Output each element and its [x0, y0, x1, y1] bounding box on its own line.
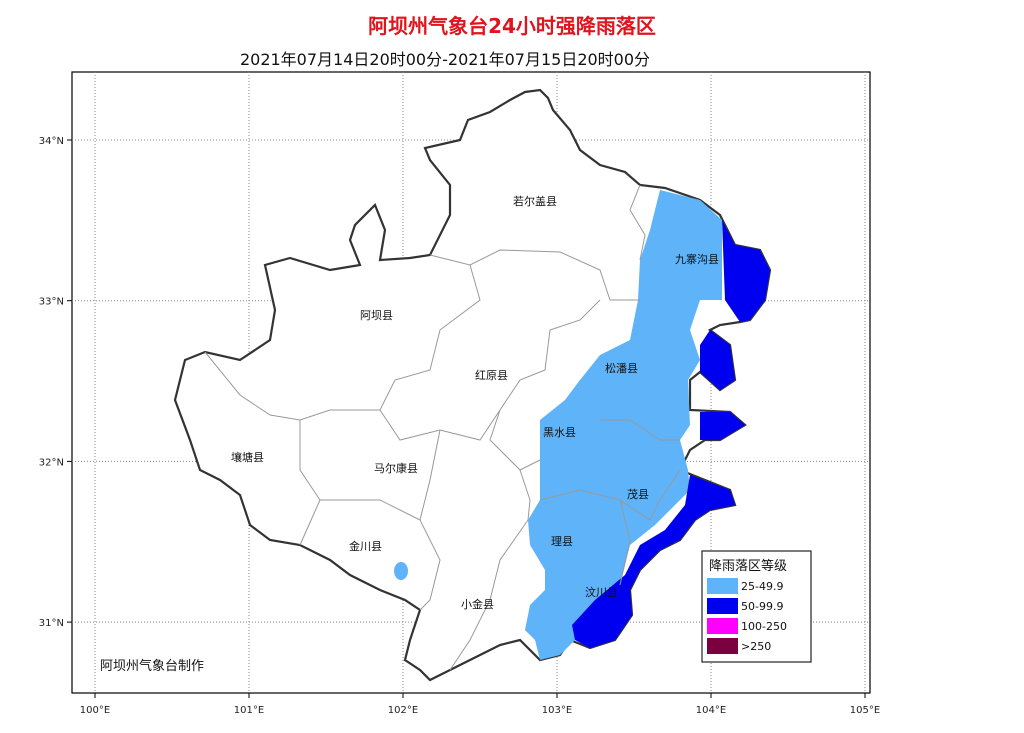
county-labels: 若尔盖县 九寨沟县 阿坝县 红原县 松潘县 黑水县 壤塘县 马尔康县 茂县 金川… — [231, 194, 719, 611]
legend-title: 降雨落区等级 — [709, 558, 787, 574]
map-subtitle: 2021年07月14日20时00分-2021年07月15日20时00分 — [239, 50, 651, 69]
legend: 降雨落区等级 25-49.9 50-99.9 100-250 >250 — [701, 550, 812, 663]
county-boundaries — [204, 184, 681, 671]
county-label: 茂县 — [627, 487, 649, 501]
lon-tick-label: 101°E — [234, 705, 264, 716]
rain-zone-25-49.9 — [525, 190, 722, 660]
county-label: 阿坝县 — [360, 308, 393, 322]
lat-tick-label: 32°N — [39, 457, 64, 468]
legend-swatch — [707, 578, 738, 594]
lat-tick-label: 34°N — [39, 136, 64, 147]
county-label: 小金县 — [461, 597, 494, 611]
credit-text: 阿坝州气象台制作 — [100, 658, 204, 674]
legend-label: 100-250 — [741, 620, 787, 633]
rain-zone-25-49.9-small — [394, 562, 408, 580]
county-label: 金川县 — [349, 539, 382, 553]
legend-swatch — [707, 598, 738, 614]
rain-zone-50-99.9 — [572, 220, 770, 648]
county-label: 若尔盖县 — [513, 194, 557, 208]
lon-tick-label: 102°E — [388, 705, 418, 716]
map-frame — [71, 71, 871, 694]
legend-swatch — [707, 638, 738, 654]
county-label: 汶川县 — [585, 585, 618, 599]
county-label: 马尔康县 — [374, 461, 418, 475]
map-title: 阿坝州气象台24小时强降雨落区 — [368, 14, 656, 38]
legend-label: 25-49.9 — [741, 580, 783, 593]
lon-tick-label: 100°E — [80, 705, 110, 716]
lon-tick-label: 104°E — [696, 705, 726, 716]
legend-label: >250 — [741, 640, 771, 653]
legend-label: 50-99.9 — [741, 600, 783, 613]
county-label: 黑水县 — [543, 426, 576, 439]
lon-tick-label: 105°E — [850, 705, 880, 716]
county-label: 九寨沟县 — [675, 252, 719, 266]
county-label: 红原县 — [475, 369, 508, 382]
lat-tick-label: 33°N — [39, 297, 64, 308]
county-label: 松潘县 — [605, 361, 638, 375]
county-label: 理县 — [551, 535, 573, 548]
county-label: 壤塘县 — [231, 450, 264, 464]
legend-swatch — [707, 618, 738, 634]
lon-tick-label: 103°E — [542, 705, 572, 716]
lat-tick-label: 31°N — [39, 618, 64, 629]
